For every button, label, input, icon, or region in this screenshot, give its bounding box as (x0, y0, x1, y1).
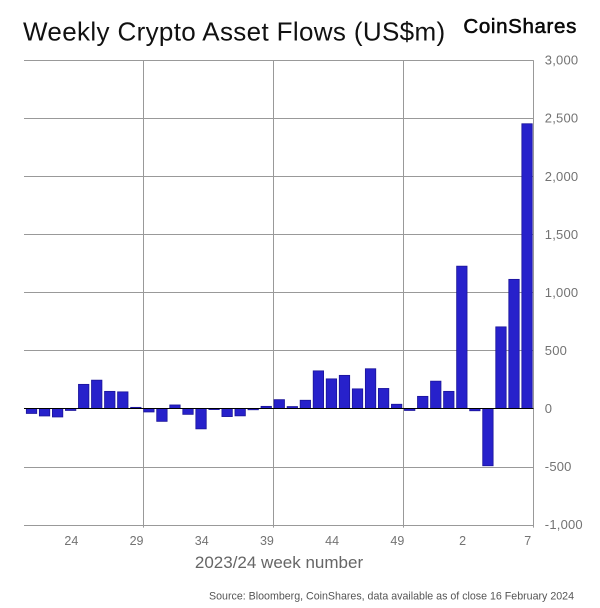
svg-text:7: 7 (524, 534, 531, 548)
svg-text:2: 2 (459, 534, 466, 548)
svg-text:29: 29 (130, 534, 144, 548)
svg-text:1,000: 1,000 (545, 285, 579, 300)
svg-text:2,500: 2,500 (545, 111, 579, 126)
svg-text:-1,000: -1,000 (545, 517, 583, 532)
svg-text:49: 49 (390, 534, 404, 548)
svg-text:Weekly Crypto Asset Flows (US$: Weekly Crypto Asset Flows (US$m) (23, 17, 445, 47)
svg-text:CoinShares: CoinShares (463, 15, 577, 38)
svg-text:2023/24 week number: 2023/24 week number (195, 553, 364, 572)
svg-text:Source: Bloomberg, CoinShares,: Source: Bloomberg, CoinShares, data avai… (209, 591, 574, 603)
svg-text:2,000: 2,000 (545, 169, 579, 184)
svg-text:-500: -500 (545, 459, 572, 474)
svg-text:44: 44 (325, 534, 339, 548)
svg-text:500: 500 (545, 343, 567, 358)
svg-text:34: 34 (195, 534, 209, 548)
svg-text:39: 39 (260, 534, 274, 548)
svg-text:1,500: 1,500 (545, 227, 579, 242)
svg-text:3,000: 3,000 (545, 53, 579, 68)
svg-text:0: 0 (545, 401, 552, 416)
svg-text:24: 24 (64, 534, 78, 548)
